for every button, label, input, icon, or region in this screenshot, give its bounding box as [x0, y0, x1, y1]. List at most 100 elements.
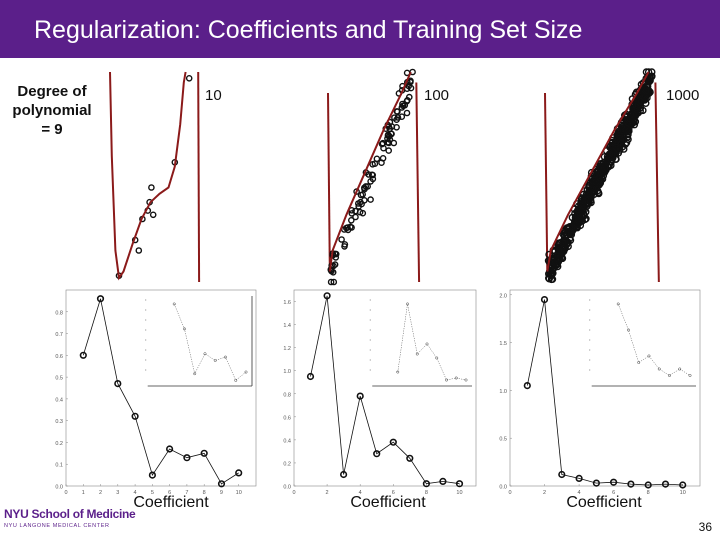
x-tick-label: 4	[578, 490, 581, 496]
inset-tick	[589, 329, 591, 331]
data-point	[626, 114, 634, 123]
inset-tick	[369, 359, 371, 361]
coefficient-point	[422, 480, 431, 488]
inset-tick	[145, 329, 147, 331]
data-point	[620, 145, 628, 153]
inset-tick	[589, 339, 591, 341]
data-point	[355, 203, 363, 210]
fit-edge	[197, 71, 201, 283]
inset-tick	[589, 299, 591, 301]
data-point	[341, 241, 349, 248]
coefficient-point	[306, 372, 315, 381]
data-point	[385, 139, 393, 147]
data-point	[612, 143, 620, 152]
y-tick-label: 2.0	[499, 293, 507, 299]
data-point	[592, 178, 600, 186]
coefficient-point	[406, 454, 414, 462]
coefficient-point	[373, 450, 381, 458]
y-tick-label: 0.4	[283, 438, 291, 444]
slide-title: Regularization: Coefficients and Trainin…	[34, 16, 583, 44]
data-point	[645, 75, 653, 83]
y-tick-label: 0.5	[55, 376, 63, 382]
inset-point	[464, 378, 468, 382]
inset-point	[193, 372, 197, 376]
x-tick-label: 8	[425, 490, 428, 496]
data-point	[394, 108, 401, 115]
inset-tick	[589, 319, 591, 321]
coefficient-point	[439, 477, 447, 486]
coefficient-point	[200, 449, 208, 457]
data-point	[346, 223, 354, 231]
data-point	[352, 213, 359, 221]
coefficient-point	[609, 478, 618, 486]
fit-edge-left	[327, 92, 331, 272]
data-point	[642, 82, 651, 91]
data-point	[135, 247, 143, 254]
coefficient-point	[96, 295, 105, 303]
fit-panel-1: 10	[109, 71, 222, 283]
coefficient-point	[523, 382, 531, 390]
chart-3-xlabel: Coefficient	[566, 494, 642, 511]
degree-label-line-2: polynomial	[12, 102, 92, 119]
coef-chart-1: 0.0 0.1 0.2 0.3 0.4 0.5 0.6 0.7 0.8 0 1 2 3 4 5 6 7 8 9 10	[55, 289, 257, 496]
coefficient-point	[340, 470, 348, 479]
coefficient-point	[166, 445, 174, 453]
plot-frame	[65, 289, 257, 487]
data-point	[563, 231, 571, 239]
coefficient-point	[644, 481, 652, 489]
chart-1-xlabel: Coefficient	[133, 494, 209, 511]
x-tick-label: 0	[292, 490, 295, 496]
fit-sample-size: 100	[424, 87, 449, 104]
data-point	[641, 93, 649, 102]
data-point	[584, 198, 593, 207]
coefficient-point	[389, 438, 397, 446]
x-tick-label: 1	[82, 490, 85, 496]
inset-point	[647, 354, 651, 358]
data-point	[394, 114, 402, 121]
y-tick-label: 0.0	[283, 485, 291, 491]
inset-plot	[369, 299, 472, 387]
inset-point	[406, 302, 409, 306]
degree-label-line-3: = 9	[41, 121, 63, 138]
plot-frame	[293, 289, 477, 487]
data-point	[642, 87, 650, 95]
data-point	[398, 113, 406, 120]
data-point	[617, 123, 626, 131]
data-point	[185, 75, 193, 82]
y-tick-label: 1.0	[499, 389, 507, 395]
data-point	[615, 131, 623, 140]
data-point	[327, 278, 335, 286]
inset-tick	[589, 359, 591, 361]
inset-point	[213, 358, 217, 362]
data-point	[373, 155, 381, 163]
data-point	[545, 268, 554, 276]
fit-curve	[328, 71, 412, 272]
y-tick-label: 0.6	[55, 354, 63, 360]
fit-sample-size: 1000	[666, 87, 699, 104]
inset-tick	[369, 339, 371, 341]
x-tick-label: 8	[203, 490, 206, 496]
coefficient-point	[540, 296, 549, 304]
x-tick-label: 5	[151, 490, 154, 496]
inset-point	[244, 370, 248, 374]
inset-tick	[145, 299, 147, 301]
data-point	[369, 160, 376, 168]
data-point	[625, 127, 633, 135]
inset-tick	[589, 369, 591, 371]
fit-sample-size: 10	[205, 87, 222, 104]
coefficient-line	[82, 298, 239, 485]
x-tick-label: 10	[456, 490, 462, 496]
inset-line	[397, 303, 467, 381]
coefficient-line	[310, 295, 460, 485]
coefficient-point	[183, 454, 191, 462]
data-point	[359, 191, 367, 198]
coefficient-point	[558, 470, 566, 479]
degree-label-line-1: Degree of	[17, 83, 87, 100]
coefficient-point	[679, 481, 687, 489]
coefficient-point	[661, 480, 670, 488]
data-point	[329, 268, 337, 276]
y-tick-label: 0.2	[283, 461, 291, 467]
data-point	[379, 139, 387, 147]
x-tick-label: 6	[168, 490, 171, 496]
inset-point	[396, 370, 400, 374]
